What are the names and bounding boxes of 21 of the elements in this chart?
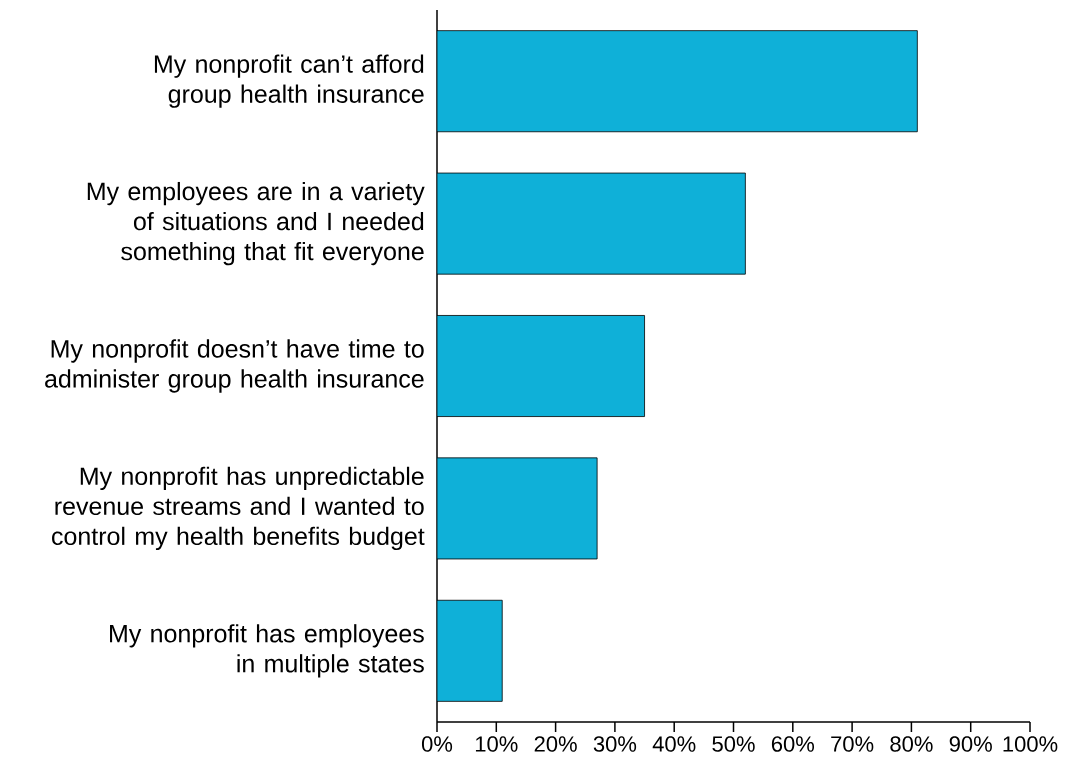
y-tick-label: My nonprofit doesn’t have time to administer group health insurance <box>45 339 424 393</box>
y-tick-label: My employees are in a variety of situations and I needed something that fit everyone <box>87 181 425 266</box>
x-tick-label: 10% <box>475 736 518 752</box>
x-tick-label: 0% <box>421 736 453 752</box>
y-tick-label: My nonprofit has unpredictable revenue streams and I wanted to control my health benefits budget <box>52 466 425 551</box>
x-tick-label: 50% <box>712 736 755 752</box>
x-tick-label: 100% <box>1003 736 1058 752</box>
x-tick-label: 40% <box>652 736 696 752</box>
bar <box>437 457 598 560</box>
bar <box>437 172 746 275</box>
x-tick-label: 90% <box>949 736 992 752</box>
x-tick-label: 20% <box>534 736 577 752</box>
x-tick-label: 60% <box>771 736 815 752</box>
bar <box>437 599 503 702</box>
y-tick-label: My nonprofit can’t afford group health insurance <box>154 54 424 108</box>
y-tick-label: My nonprofit has employees in multiple states <box>110 624 424 678</box>
bar <box>437 30 918 133</box>
x-tick-label: 70% <box>831 736 874 752</box>
x-tick-label: 30% <box>593 736 637 752</box>
bar <box>437 315 645 417</box>
x-tick-label: 80% <box>890 736 933 752</box>
